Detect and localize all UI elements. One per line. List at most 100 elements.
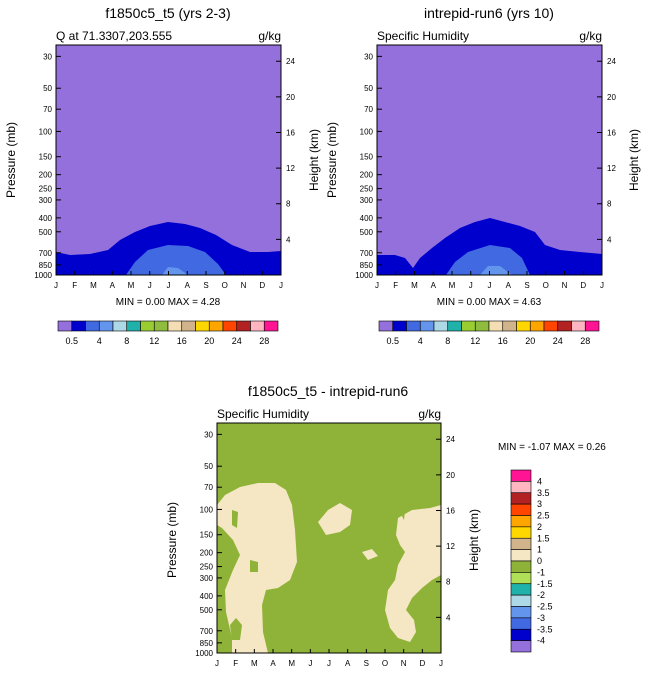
panel-2-pressure-tick-label: 30 bbox=[364, 52, 373, 61]
panel-2-height-tick-label: 8 bbox=[607, 200, 612, 209]
panel-1-colorbar-label: 4 bbox=[97, 336, 102, 346]
panel-3-colorbar-swatch bbox=[510, 606, 532, 619]
panel-3-month-tick-label: S bbox=[364, 659, 369, 668]
panel-1-pressure-tick-label: 200 bbox=[39, 171, 53, 180]
panel-3-colorbar-swatch bbox=[510, 481, 532, 494]
panel-1-colorbar-swatch bbox=[140, 320, 155, 332]
panel-1-title: f1850c5_t5 (yrs 2-3) bbox=[105, 5, 230, 21]
panel-3-month-tick-label: A bbox=[270, 659, 276, 668]
panel-2-colorbar-swatch bbox=[543, 320, 559, 332]
panel-1-height-tick-label: 24 bbox=[286, 57, 295, 66]
panel-3-ylabel-right: Height (km) bbox=[467, 509, 481, 571]
panel-2-colorbar-swatch bbox=[488, 320, 504, 332]
panel-3-colorbar-swatch bbox=[510, 583, 532, 596]
panel-1-min-max: MIN = 0.00 MAX = 4.28 bbox=[116, 297, 221, 308]
panel-3-month-tick-label: M bbox=[251, 659, 258, 668]
panel-1-colorbar-swatch bbox=[236, 320, 251, 332]
panel-3-colorbar-swatch bbox=[510, 537, 532, 550]
panel-1-colorbar-swatch bbox=[112, 320, 128, 332]
panel-1-pressure-tick-label: 500 bbox=[39, 228, 53, 237]
panel-2-height-tick-label: 24 bbox=[607, 57, 616, 66]
panel-3-pressure-tick-label: 500 bbox=[200, 606, 214, 615]
panel-3-negative-island-3 bbox=[250, 560, 258, 572]
panel-1-pressure-tick-label: 70 bbox=[43, 105, 52, 114]
panel-2-title: intrepid-run6 (yrs 10) bbox=[424, 5, 554, 21]
panel-1-colorbar-swatch bbox=[71, 320, 86, 332]
panel-2-month-tick-label: M bbox=[449, 281, 456, 290]
panel-1-height-tick-label: 4 bbox=[286, 235, 291, 244]
panel-2-colorbar-swatch bbox=[433, 320, 449, 332]
panel-2-pressure-tick-label: 1000 bbox=[355, 271, 373, 280]
panel-1-month-tick-label: S bbox=[203, 281, 208, 290]
panel-3-month-tick-label: M bbox=[288, 659, 295, 668]
panel-3-colorbar-label: -2 bbox=[537, 590, 545, 600]
panel-3-month-tick-label: J bbox=[439, 659, 443, 668]
panel-1-colorbar-label: 12 bbox=[149, 336, 159, 346]
panel-1-contour-level-2 bbox=[126, 245, 226, 275]
panel-2-month-tick-label: N bbox=[562, 281, 568, 290]
panel-2-pressure-tick-label: 400 bbox=[360, 214, 374, 223]
panel-3-positive-region-small bbox=[362, 549, 378, 560]
panel-2-ylabel-right: Height (km) bbox=[627, 129, 641, 191]
panel-2-colorbar-swatch bbox=[461, 320, 476, 332]
panel-1-colorbar-swatch bbox=[85, 320, 100, 332]
panel-3-colorbar-label: 1.5 bbox=[537, 533, 550, 543]
panel-3-pressure-tick-label: 250 bbox=[200, 563, 214, 572]
panel-2-pressure-tick-label: 200 bbox=[360, 171, 374, 180]
panel-2-month-tick-label: J bbox=[375, 281, 379, 290]
panel-2-height-tick-label: 20 bbox=[607, 93, 616, 102]
panel-1-colorbar-swatch bbox=[181, 320, 196, 332]
panel-2-month-tick-label: F bbox=[393, 281, 398, 290]
panel-1-height-tick-label: 12 bbox=[286, 164, 295, 173]
panel-2-colorbar-label: 4 bbox=[418, 336, 423, 346]
panel-2-pressure-tick-label: 250 bbox=[360, 185, 374, 194]
panel-2-colorbar-label: 12 bbox=[470, 336, 480, 346]
panel-1-pressure-tick-label: 850 bbox=[39, 261, 53, 270]
panel-2-month-tick-label: J bbox=[469, 281, 473, 290]
panel-3-negative-island-4 bbox=[400, 510, 405, 520]
panel-3-min-max: MIN = -1.07 MAX = 0.26 bbox=[498, 442, 606, 453]
panel-3-colorbar-label: -4 bbox=[537, 636, 545, 646]
panel-2-month-tick-label: J bbox=[488, 281, 492, 290]
panel-3-positive-region-east bbox=[385, 505, 441, 642]
panel-1-colorbar-label: 28 bbox=[259, 336, 269, 346]
panel-1-colorbar-swatch bbox=[98, 320, 114, 332]
panel-1-pressure-tick-label: 50 bbox=[43, 84, 52, 93]
panel-1-month-tick-label: J bbox=[148, 281, 152, 290]
panel-3-pressure-tick-label: 70 bbox=[204, 483, 213, 492]
panel-3-pressure-tick-label: 50 bbox=[204, 462, 213, 471]
panel-3-colorbar-label: -2.5 bbox=[537, 602, 553, 612]
panel-1-month-tick-label: M bbox=[90, 281, 97, 290]
panel-3-colorbar-swatch bbox=[510, 549, 532, 562]
panel-3-month-tick-label: A bbox=[345, 659, 351, 668]
panel-3-colorbar-swatch bbox=[510, 492, 532, 505]
panel-2-colorbar-label: 28 bbox=[580, 336, 590, 346]
panel-2-colorbar-label: 8 bbox=[445, 336, 450, 346]
panel-2-month-tick-label: S bbox=[524, 281, 529, 290]
panel-1-colorbar-swatch bbox=[222, 320, 238, 332]
panel-3-pressure-tick-label: 30 bbox=[204, 430, 213, 439]
panel-2-colorbar-swatch bbox=[529, 320, 545, 332]
panel-3-colorbar-swatch bbox=[510, 640, 532, 653]
panel-3-colorbar-label: 0 bbox=[537, 556, 542, 566]
panel-1-height-tick-label: 20 bbox=[286, 93, 295, 102]
panel-2-contour-level-3 bbox=[480, 266, 512, 275]
panel-3-colorbar-swatch bbox=[510, 572, 532, 585]
panel-2-height-tick-label: 4 bbox=[607, 235, 612, 244]
panel-3-month-tick-label: J bbox=[327, 659, 331, 668]
panel-2-month-tick-label: A bbox=[431, 281, 437, 290]
panel-1-colorbar-label: 0.5 bbox=[65, 336, 78, 346]
panel-3-colorbar-label: 3 bbox=[537, 499, 542, 509]
panel-1-pressure-tick-label: 30 bbox=[43, 52, 52, 61]
panel-3-month-tick-label: N bbox=[401, 659, 407, 668]
panel-2-colorbar-swatch bbox=[474, 320, 490, 332]
panel-1-month-tick-label: O bbox=[222, 281, 228, 290]
panel-2-variable-label: Specific Humidity bbox=[377, 29, 469, 43]
panel-3-units-label: g/kg bbox=[418, 407, 441, 421]
panel-3-height-tick-label: 12 bbox=[446, 542, 455, 551]
panel-1-month-tick-label: J bbox=[54, 281, 58, 290]
panel-1-colorbar-label: 24 bbox=[232, 336, 242, 346]
panel-2-pressure-tick-label: 100 bbox=[360, 127, 374, 136]
panel-3-pressure-tick-label: 150 bbox=[200, 531, 214, 540]
panel-2-units-label: g/kg bbox=[579, 29, 602, 43]
